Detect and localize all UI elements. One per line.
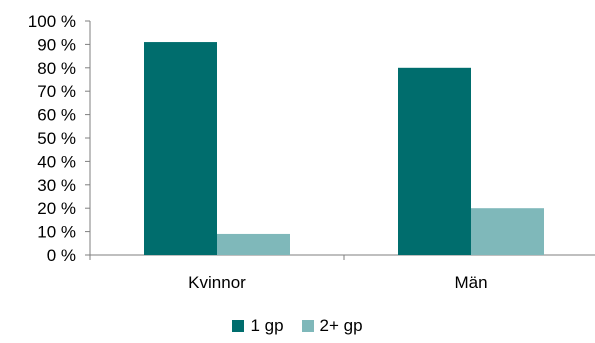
legend-swatch-series-1 [232, 320, 245, 332]
y-axis: 0 % 10 % 20 % 30 % 40 % 50 % 60 % 70 % 80 % 90 % 1… [28, 12, 91, 265]
bar-mn-series-2 [471, 208, 544, 255]
legend: 1 gp 2+ gp [0, 316, 595, 336]
y-tick-label: 20 % [37, 199, 76, 218]
x-category-label: Kvinnor [188, 273, 246, 292]
y-tick-label: 50 % [37, 129, 76, 148]
y-tick-label: 0 % [47, 246, 76, 265]
legend-label-series-1: 1 gp [250, 316, 284, 335]
bars [144, 42, 544, 256]
legend-item-series-2: 2+ gp [301, 316, 363, 336]
legend-item-series-1: 1 gp [232, 316, 284, 336]
x-axis: Kvinnor Män [89, 254, 595, 292]
y-tick-label: 100 % [28, 12, 76, 31]
bar-kvinnor-series-2 [217, 233, 290, 255]
y-tick-label: 80 % [37, 59, 76, 78]
bar-kvinnor-series-1 [144, 42, 217, 256]
bar-mn-series-1 [398, 67, 471, 255]
legend-swatch-series-2 [301, 320, 314, 332]
y-tick-label: 60 % [37, 106, 76, 125]
legend-label-series-2: 2+ gp [319, 316, 363, 335]
y-tick-label: 70 % [37, 82, 76, 101]
y-tick-label: 30 % [37, 176, 76, 195]
y-tick-label: 10 % [37, 223, 76, 242]
y-tick-label: 90 % [37, 35, 76, 54]
x-category-label: Män [454, 273, 487, 292]
y-tick-label: 40 % [37, 152, 76, 171]
